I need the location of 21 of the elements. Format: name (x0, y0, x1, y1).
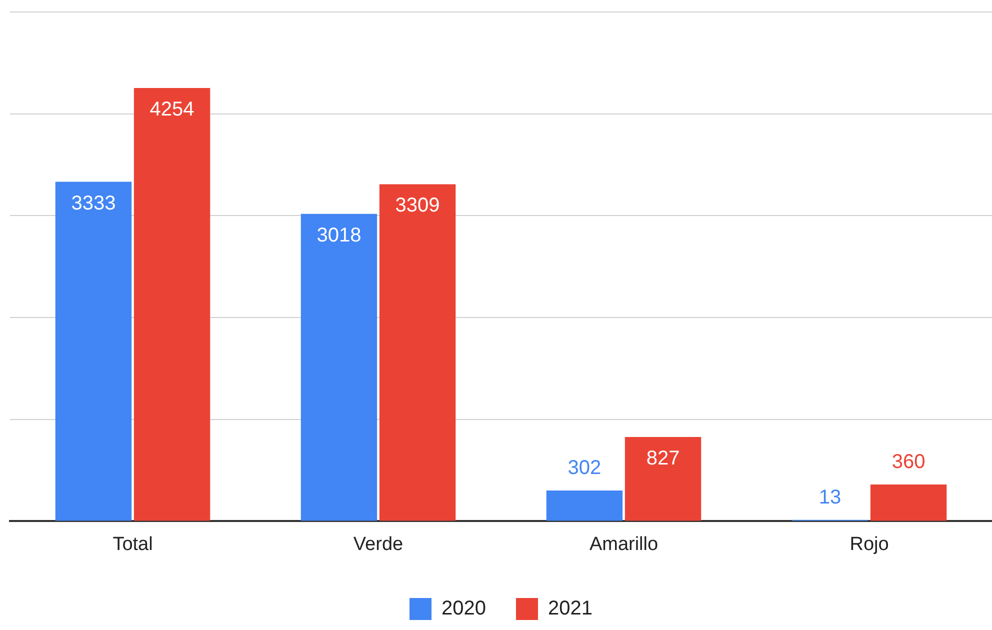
bar (624, 436, 702, 521)
bar (134, 88, 210, 521)
bar (55, 182, 132, 521)
bar (379, 184, 456, 521)
x-tick-label: Rojo (850, 534, 889, 555)
x-tick-label: Verde (353, 534, 404, 555)
data-label: 4254 (150, 98, 194, 120)
data-label: 827 (646, 447, 680, 470)
data-label: 302 (568, 456, 602, 479)
data-label: 3333 (71, 192, 116, 214)
data-label: 13 (818, 486, 842, 508)
x-tick-label: Total (112, 534, 153, 555)
legend-label: 2021 (548, 598, 592, 620)
bar (870, 484, 947, 521)
bar (546, 490, 623, 521)
bar (300, 214, 378, 521)
x-tick-label: Amarillo (589, 534, 658, 555)
data-label: 3018 (316, 224, 362, 246)
legend-label: 2020 (442, 598, 486, 620)
data-label: 3309 (395, 194, 440, 217)
data-label: 360 (892, 451, 926, 474)
